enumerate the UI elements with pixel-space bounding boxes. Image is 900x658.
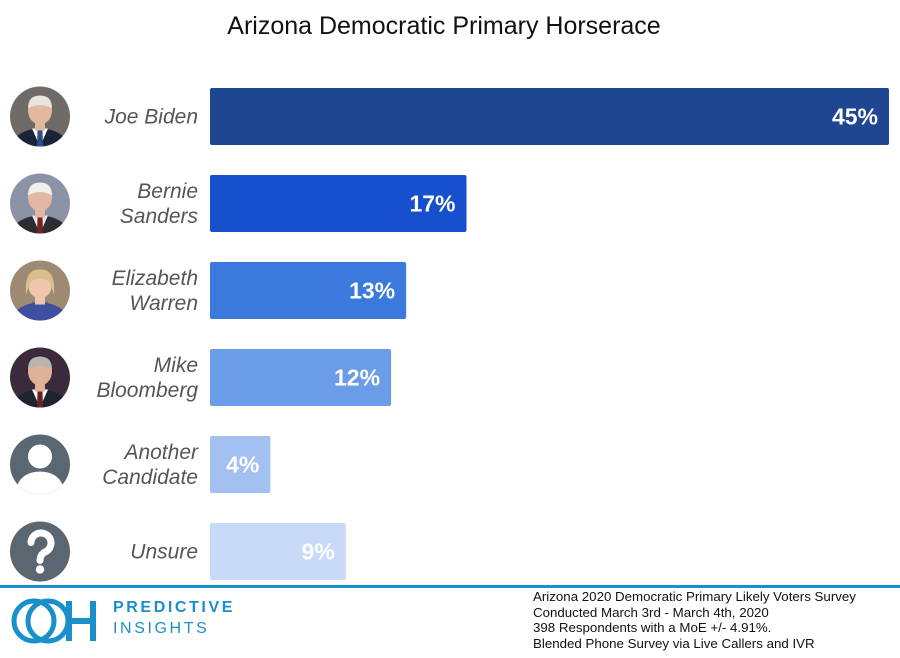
bar xyxy=(210,175,467,232)
logo-line-2: INSIGHTS xyxy=(113,620,210,637)
data-label: 45% xyxy=(832,104,878,130)
category-label: Unsure xyxy=(130,541,198,564)
data-label: 4% xyxy=(226,452,259,478)
category-label: Another xyxy=(122,441,199,464)
bar xyxy=(210,88,889,145)
chart-title: Arizona Democratic Primary Horserace xyxy=(227,12,661,40)
question-mark-icon xyxy=(10,521,70,582)
sanders-photo xyxy=(10,173,70,234)
footer-divider xyxy=(0,585,900,588)
footnote-line: 398 Respondents with a MoE +/- 4.91%. xyxy=(533,620,772,636)
category-label: Mike xyxy=(154,354,198,377)
category-label: Candidate xyxy=(102,466,198,489)
category-label: Joe Biden xyxy=(104,106,198,129)
category-label: Warren xyxy=(130,292,198,315)
category-label: Bloomberg xyxy=(96,379,198,402)
data-label: 9% xyxy=(302,539,335,565)
data-label: 17% xyxy=(409,191,455,217)
bar-row: Unsure 9% xyxy=(10,521,346,582)
oh-monogram-icon xyxy=(11,598,96,644)
data-label: 13% xyxy=(349,278,395,304)
category-label: Sanders xyxy=(120,205,199,228)
category-label: Elizabeth xyxy=(112,267,198,290)
predictive-insights-logo: PREDICTIVE INSIGHTS xyxy=(10,596,245,646)
warren-photo xyxy=(10,260,70,321)
footnote-line: Arizona 2020 Democratic Primary Likely V… xyxy=(533,589,856,604)
bar xyxy=(210,523,346,580)
bar xyxy=(210,262,407,319)
person-silhouette-icon xyxy=(10,434,70,495)
logo-line-1: PREDICTIVE xyxy=(113,599,236,616)
bar xyxy=(210,349,392,406)
data-label: 12% xyxy=(334,365,380,391)
footnote-line: Conducted March 3rd - March 4th, 2020 xyxy=(533,604,769,620)
bar-row: Joe Biden 45% xyxy=(10,86,889,147)
category-label: Bernie xyxy=(137,180,198,203)
bloomberg-photo xyxy=(10,347,70,408)
footnote-line: Blended Phone Survey via Live Callers an… xyxy=(533,635,815,651)
biden-photo xyxy=(10,86,70,147)
survey-footnote: Arizona 2020 Democratic Primary Likely V… xyxy=(533,589,893,651)
bar xyxy=(210,436,271,493)
